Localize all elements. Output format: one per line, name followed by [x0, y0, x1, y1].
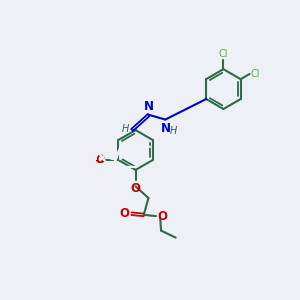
Text: N: N [144, 100, 154, 113]
Text: Cl: Cl [250, 69, 260, 79]
Text: N: N [161, 122, 171, 135]
Text: methoxy: methoxy [52, 144, 144, 164]
Text: H: H [122, 124, 129, 134]
Text: O: O [130, 182, 140, 195]
Text: O: O [157, 210, 167, 223]
Text: O: O [94, 154, 104, 166]
Text: Cl: Cl [219, 49, 228, 59]
Text: O: O [96, 155, 105, 165]
Text: H: H [169, 126, 177, 136]
Text: methoxy_clear: methoxy_clear [3, 139, 206, 168]
Text: methoxy: methoxy [91, 159, 98, 160]
Text: O: O [120, 207, 130, 220]
